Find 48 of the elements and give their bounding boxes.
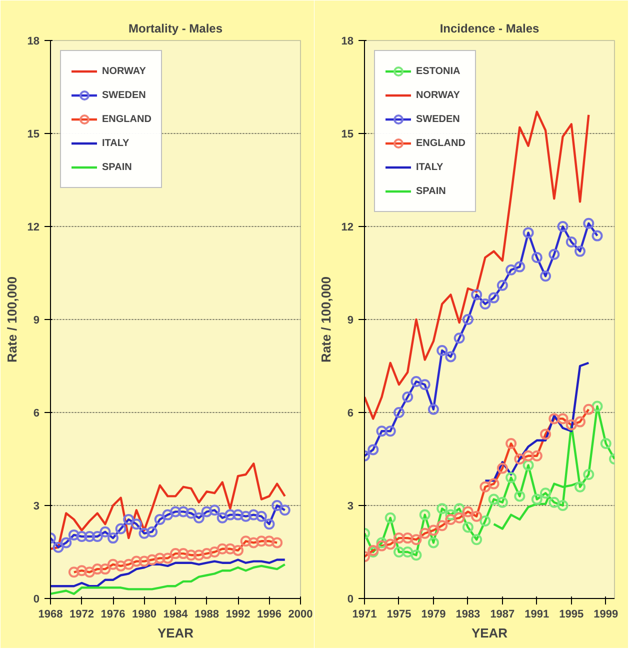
x-tick-label: 1971: [352, 608, 377, 620]
y-axis-title: Rate / 100,000: [318, 276, 334, 362]
legend-label: SWEDEN: [416, 114, 460, 124]
y-tick-label: 12: [27, 222, 40, 234]
y-tick-label: 0: [347, 594, 354, 606]
x-tick-label: 1995: [559, 608, 584, 620]
x-tick-label: 2000: [288, 608, 313, 620]
x-tick-label: 1975: [386, 608, 412, 620]
x-tick-label: 1992: [226, 608, 250, 620]
y-tick-label: 18: [341, 36, 354, 48]
x-tick-label: 1987: [490, 608, 515, 620]
x-tick-label: 1983: [456, 608, 480, 620]
chart-title: Incidence - Males: [440, 22, 540, 36]
y-tick-label: 3: [33, 500, 40, 512]
y-tick-label: 6: [347, 408, 354, 420]
x-axis-title: YEAR: [471, 626, 508, 640]
legend-label: ITALY: [102, 138, 130, 148]
y-tick-label: 9: [33, 314, 40, 326]
legend-label: SWEDEN: [102, 90, 146, 100]
legend-label: ENGLAND: [416, 138, 466, 148]
y-tick-label: 9: [347, 314, 354, 326]
y-tick-label: 15: [27, 128, 40, 140]
x-tick-label: 1999: [594, 608, 618, 620]
x-tick-label: 1972: [70, 608, 94, 620]
legend-label: NORWAY: [102, 66, 146, 76]
legend-label: ITALY: [416, 162, 444, 172]
x-tick-label: 1980: [132, 608, 156, 620]
y-tick-label: 12: [341, 222, 354, 234]
y-tick-label: 18: [27, 36, 40, 48]
legend-label: SPAIN: [416, 186, 446, 196]
chart-title: Mortality - Males: [128, 22, 223, 36]
legend-label: ENGLAND: [102, 114, 152, 124]
legend-label: NORWAY: [416, 90, 460, 100]
x-tick-label: 1984: [163, 608, 189, 620]
x-tick-label: 1979: [421, 608, 446, 620]
y-tick-label: 3: [347, 500, 354, 512]
x-tick-label: 1991: [524, 608, 550, 620]
y-tick-label: 6: [33, 408, 40, 420]
x-tick-label: 1996: [257, 608, 282, 620]
y-tick-label: 15: [341, 128, 354, 140]
y-axis-title: Rate / 100,000: [4, 276, 20, 362]
legend-label: SPAIN: [102, 162, 132, 172]
x-tick-label: 1968: [38, 608, 63, 620]
y-tick-label: 0: [33, 594, 40, 606]
legend-label: ESTONIA: [416, 66, 460, 76]
x-tick-label: 1976: [100, 608, 126, 620]
x-axis-title: YEAR: [157, 626, 194, 640]
x-tick-label: 1988: [194, 608, 219, 620]
